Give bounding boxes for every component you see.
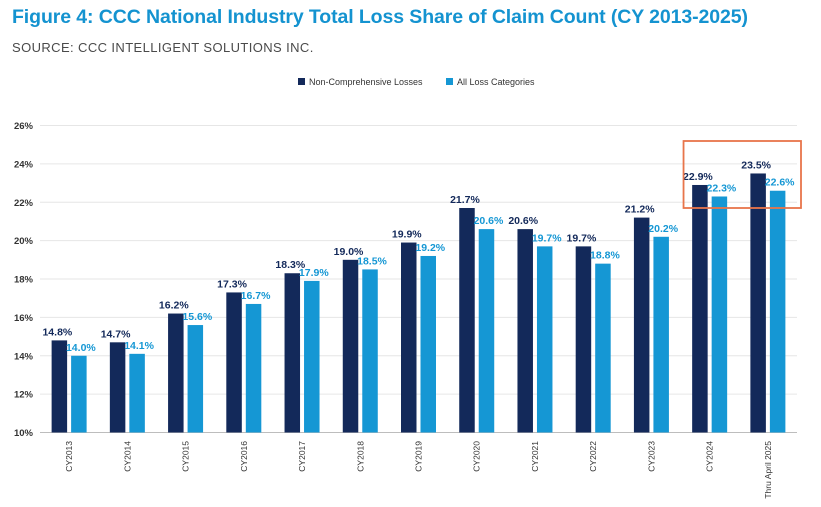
data-label: 18.3%: [275, 259, 305, 271]
data-label: 22.6%: [765, 177, 795, 189]
y-tick-label: 12%: [14, 390, 34, 401]
bar: [226, 292, 242, 433]
bar: [711, 196, 728, 433]
y-tick-label: 10%: [14, 428, 34, 439]
data-label: 19.7%: [532, 232, 562, 244]
x-tick-label: Thru April 2025: [763, 441, 773, 499]
bar: [536, 246, 553, 433]
data-label: 19.9%: [392, 229, 422, 241]
data-label: 17.3%: [217, 278, 247, 290]
bar: [420, 255, 436, 433]
y-tick-label: 26%: [14, 121, 34, 132]
bar: [342, 259, 359, 433]
data-label: 19.2%: [415, 242, 445, 254]
bar: [187, 325, 204, 433]
x-tick-label: CY2015: [181, 441, 191, 472]
bar: [595, 263, 611, 433]
chart-title: Figure 4: CCC National Industry Total Lo…: [12, 6, 748, 28]
data-label: 15.6%: [182, 311, 212, 323]
bar: [284, 273, 301, 433]
x-tick-label: CY2018: [355, 441, 365, 472]
y-tick-label: 24%: [14, 159, 34, 170]
bar: [71, 355, 87, 433]
y-tick-label: 20%: [14, 236, 34, 247]
data-label: 23.5%: [741, 159, 771, 171]
bar: [769, 190, 786, 433]
x-tick-label: CY2016: [239, 441, 249, 472]
legend-label: Non-Comprehensive Losses: [309, 77, 423, 87]
data-label: 22.3%: [707, 182, 737, 194]
data-label: 17.9%: [299, 267, 329, 279]
chart-source: SOURCE: CCC INTELLIGENT SOLUTIONS INC.: [12, 40, 314, 55]
x-tick-label: CY2023: [646, 441, 656, 472]
bar: [109, 342, 126, 433]
x-tick-label: CY2014: [122, 441, 132, 472]
bar: [750, 173, 766, 433]
data-label: 21.7%: [450, 194, 480, 206]
x-tick-label: CY2021: [530, 441, 540, 472]
x-tick-label: CY2019: [414, 441, 424, 472]
bar: [245, 303, 262, 433]
y-tick-label: 18%: [14, 275, 34, 286]
data-label: 14.8%: [42, 326, 72, 338]
x-tick-label: CY2020: [472, 441, 482, 472]
data-label: 16.2%: [159, 300, 189, 312]
highlight-box: [682, 140, 802, 209]
data-label: 22.9%: [683, 171, 713, 183]
y-tick-label: 14%: [14, 351, 34, 362]
x-tick-label: CY2017: [297, 441, 307, 472]
data-label: 14.1%: [124, 340, 154, 352]
bar: [362, 269, 378, 433]
y-tick-label: 16%: [14, 313, 34, 324]
bar: [51, 340, 68, 433]
data-label: 14.0%: [66, 342, 96, 354]
bar: [129, 353, 145, 433]
data-label: 14.7%: [101, 328, 131, 340]
y-tick-label: 22%: [14, 198, 34, 209]
x-tick-label: CY2022: [588, 441, 598, 472]
bar: [653, 236, 669, 433]
data-label: 18.5%: [357, 255, 387, 267]
data-label: 19.0%: [334, 246, 364, 258]
bar: [401, 242, 417, 433]
bar: [692, 184, 708, 433]
data-label: 18.8%: [590, 250, 620, 262]
bar: [304, 280, 320, 433]
x-tick-label: CY2024: [705, 441, 715, 472]
x-tick-label: CY2013: [64, 441, 74, 472]
bar: [517, 229, 533, 433]
bar: [633, 217, 650, 433]
legend-label: All Loss Categories: [457, 77, 535, 87]
bar: [575, 246, 592, 433]
data-label: 20.6%: [474, 215, 504, 227]
data-label: 21.2%: [625, 204, 655, 216]
bar: [168, 313, 184, 433]
data-label: 20.2%: [648, 223, 678, 235]
data-label: 16.7%: [241, 290, 271, 302]
data-label: 20.6%: [508, 215, 538, 227]
data-label: 19.7%: [567, 232, 597, 244]
bar: [459, 208, 475, 433]
legend-swatch: [298, 78, 305, 85]
legend-swatch: [446, 78, 453, 85]
bar: [478, 229, 495, 433]
